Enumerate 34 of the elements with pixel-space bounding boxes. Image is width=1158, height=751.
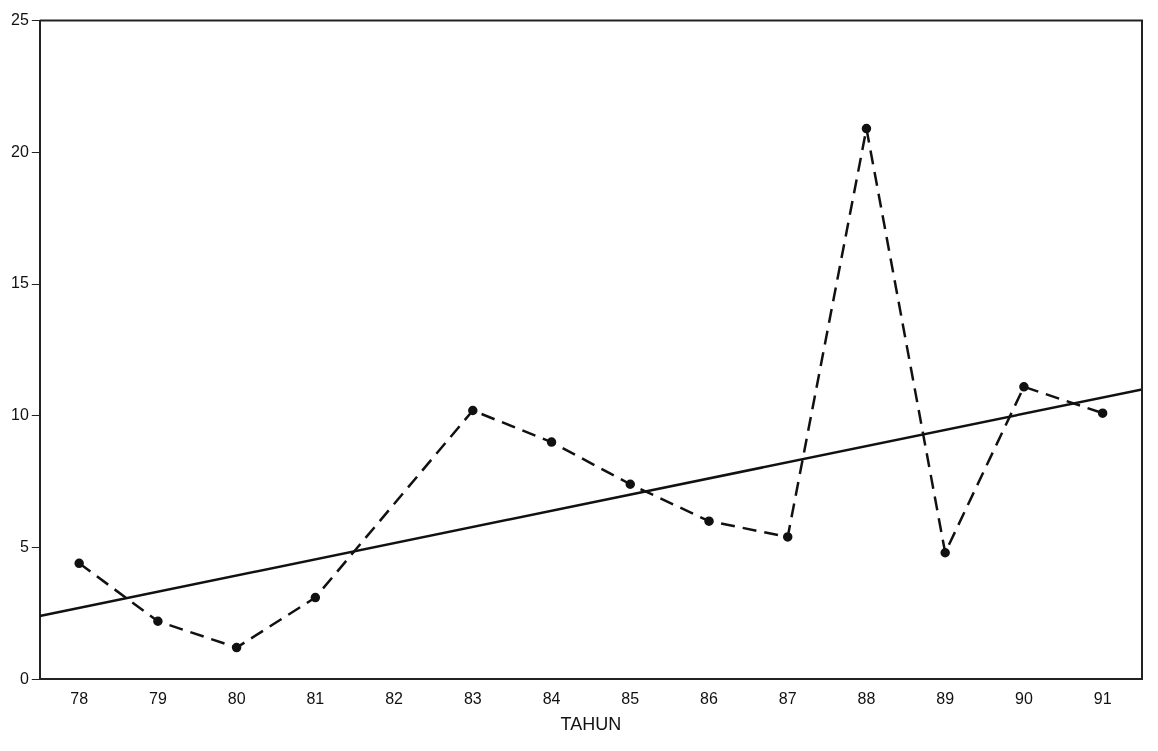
x-tick-label: 87 [778, 690, 797, 708]
x-tick-label: 90 [1015, 690, 1033, 708]
point [468, 405, 478, 416]
x-tick-label: 84 [542, 690, 561, 708]
y-tick-label: 10 [11, 406, 29, 424]
x-axis-title: TAHUN [560, 714, 622, 735]
x-tick-label: 80 [227, 690, 246, 708]
point [153, 616, 163, 626]
x-tick-label: 81 [306, 690, 325, 708]
point [782, 532, 793, 542]
point [704, 516, 714, 526]
point [74, 558, 84, 569]
point [546, 437, 557, 447]
x-tick-label: 86 [700, 690, 718, 708]
x-tick-label: 78 [70, 690, 89, 708]
x-tick-label: 91 [1093, 690, 1112, 708]
y-tick-label: 20 [11, 142, 29, 160]
point [231, 642, 242, 653]
point [861, 123, 872, 134]
point [1097, 408, 1108, 418]
x-tick-label: 89 [936, 690, 955, 708]
point [1019, 382, 1029, 392]
point [625, 479, 636, 489]
y-tick-label: 25 [11, 11, 29, 29]
y-tick-label: 15 [11, 274, 29, 292]
x-tick-label: 85 [621, 690, 640, 708]
x-tick-label: 82 [385, 690, 404, 708]
y-tick-label: 5 [19, 537, 29, 555]
x-tick-label: 79 [148, 690, 167, 708]
x-tick-label: 88 [857, 690, 876, 708]
y-tick-label: 0 [19, 669, 29, 687]
point [310, 592, 321, 603]
point [940, 548, 950, 558]
x-tick-label: 83 [463, 690, 482, 708]
